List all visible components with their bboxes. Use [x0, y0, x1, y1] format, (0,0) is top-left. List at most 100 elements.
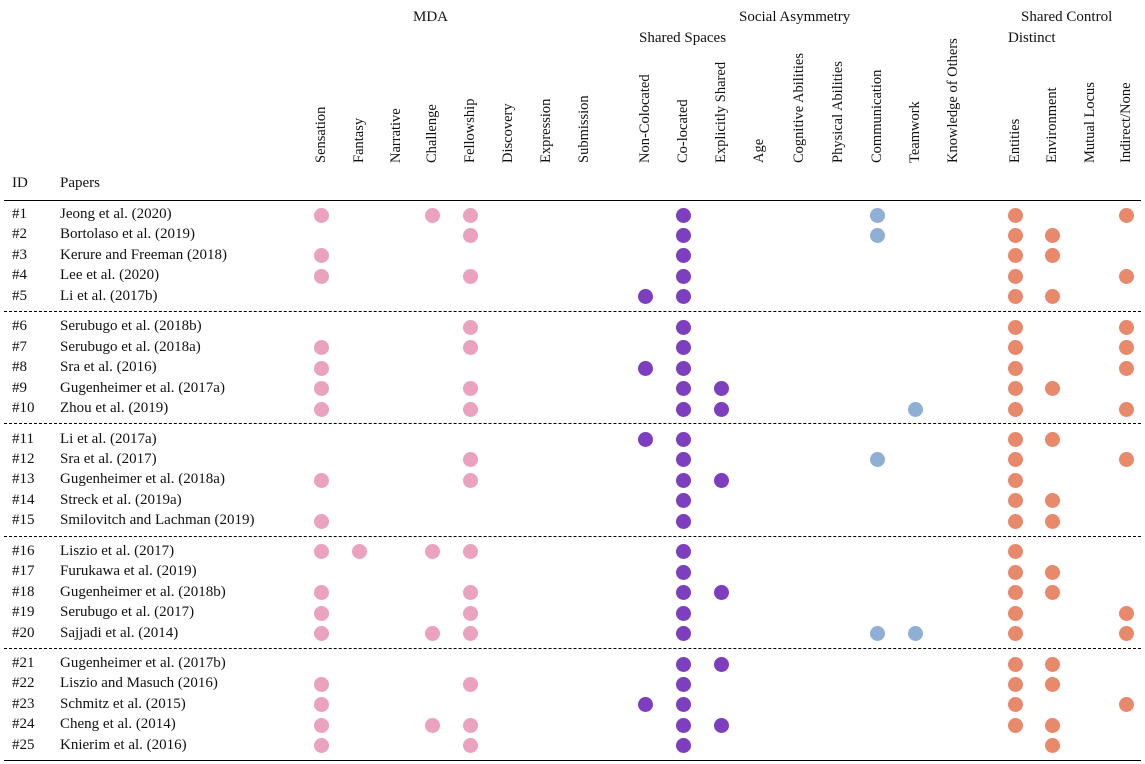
- mark-dot: [1007, 605, 1023, 621]
- paper-name: Lee et al. (2020): [60, 267, 160, 284]
- mark-dot: [1007, 227, 1023, 243]
- column-header: Entities: [1007, 118, 1023, 163]
- column-header: Sensation: [313, 106, 329, 163]
- mark-dot: [675, 432, 691, 447]
- mark-dot: [675, 656, 691, 672]
- column-header: Physical Abilities: [830, 61, 846, 163]
- row-id: #24: [12, 716, 35, 733]
- mark-dot: [313, 360, 329, 376]
- bottom-rule: [4, 760, 1141, 761]
- mark-dot: [675, 268, 691, 284]
- mark-dot: [313, 248, 329, 264]
- group-mda-label: MDA: [413, 9, 449, 25]
- mark-dot: [675, 340, 691, 356]
- mark-dot: [1044, 381, 1060, 397]
- group-separator: [4, 423, 1141, 425]
- mark-dot: [462, 585, 478, 601]
- header-rule: [4, 200, 1141, 201]
- mark-dot: [313, 605, 329, 621]
- mark-dot: [1044, 676, 1060, 692]
- mark-dot: [424, 544, 440, 560]
- mark-dot: [675, 248, 691, 264]
- mark-dot: [313, 717, 329, 733]
- mark-dot: [1118, 319, 1134, 335]
- column-header: Indirect/None: [1118, 82, 1134, 163]
- mark-dot: [1007, 289, 1023, 305]
- row-id: #7: [12, 338, 27, 355]
- paper-name: Liszio and Masuch (2016): [60, 675, 218, 692]
- mark-dot: [313, 207, 329, 223]
- mark-dot: [675, 319, 691, 335]
- paper-name: Sra et al. (2016): [60, 359, 157, 376]
- mark-dot: [313, 268, 329, 284]
- mark-dot: [637, 289, 653, 305]
- mark-dot: [675, 585, 691, 601]
- paper-name: Knierim et al. (2016): [60, 736, 187, 753]
- column-header: Knowledge of Others: [945, 38, 961, 163]
- column-header: Co-located: [675, 99, 691, 163]
- mark-dot: [675, 227, 691, 243]
- mark-dot: [424, 717, 440, 733]
- mark-dot: [1044, 513, 1060, 529]
- mark-dot: [1118, 605, 1134, 621]
- mark-dot: [313, 676, 329, 692]
- column-header: Discovery: [500, 103, 516, 163]
- column-header: Environment: [1044, 87, 1060, 163]
- mark-dot: [1044, 585, 1060, 601]
- row-id: #22: [12, 675, 35, 692]
- column-header: Non-Colocated: [637, 74, 653, 163]
- paper-name: Zhou et al. (2019): [60, 400, 169, 417]
- mark-dot: [1007, 472, 1023, 488]
- mark-dot: [675, 493, 691, 509]
- row-id: #4: [12, 267, 27, 284]
- mark-dot: [713, 381, 729, 397]
- mark-dot: [675, 544, 691, 560]
- column-header: Teamwork: [907, 101, 923, 163]
- mark-dot: [462, 207, 478, 223]
- row-id: #3: [12, 246, 27, 263]
- mark-dot: [462, 340, 478, 356]
- mark-dot: [713, 585, 729, 601]
- column-header: Age: [751, 138, 767, 163]
- row-id: #5: [12, 287, 27, 304]
- paper-name: Furukawa et al. (2019): [60, 563, 197, 580]
- mark-dot: [869, 227, 885, 243]
- row-id: #11: [12, 430, 34, 447]
- mark-dot: [1007, 452, 1023, 468]
- paper-name: Li et al. (2017b): [60, 287, 158, 304]
- mark-dot: [1007, 513, 1023, 529]
- mark-dot: [462, 738, 478, 754]
- mark-dot: [1007, 544, 1023, 560]
- mark-dot: [675, 381, 691, 397]
- mark-dot: [462, 452, 478, 468]
- row-id: #20: [12, 624, 35, 641]
- mark-dot: [1044, 738, 1060, 754]
- mark-dot: [1007, 676, 1023, 692]
- paper-name: Sajjadi et al. (2014): [60, 624, 179, 641]
- column-header: Submission: [576, 95, 592, 163]
- mark-dot: [1044, 717, 1060, 733]
- mark-dot: [675, 676, 691, 692]
- mark-dot: [907, 626, 923, 642]
- paper-name: Schmitz et al. (2015): [60, 695, 186, 712]
- mark-dot: [1007, 626, 1023, 642]
- column-header: Fellowship: [462, 98, 478, 163]
- paper-name: Li et al. (2017a): [60, 430, 157, 447]
- paper-name: Gugenheimer et al. (2018a): [60, 471, 225, 488]
- row-id: #13: [12, 471, 35, 488]
- mark-dot: [1007, 340, 1023, 356]
- mark-dot: [1007, 319, 1023, 335]
- row-id: #10: [12, 400, 35, 417]
- mark-dot: [1044, 227, 1060, 243]
- mark-dot: [1044, 656, 1060, 672]
- mark-dot: [1007, 268, 1023, 284]
- mark-dot: [869, 452, 885, 468]
- group-separator: [4, 647, 1141, 649]
- row-id: #6: [12, 318, 27, 335]
- mark-dot: [675, 697, 691, 713]
- mark-dot: [462, 605, 478, 621]
- row-id: #14: [12, 491, 35, 508]
- row-id: #19: [12, 604, 35, 621]
- column-header: Challenge: [424, 104, 440, 163]
